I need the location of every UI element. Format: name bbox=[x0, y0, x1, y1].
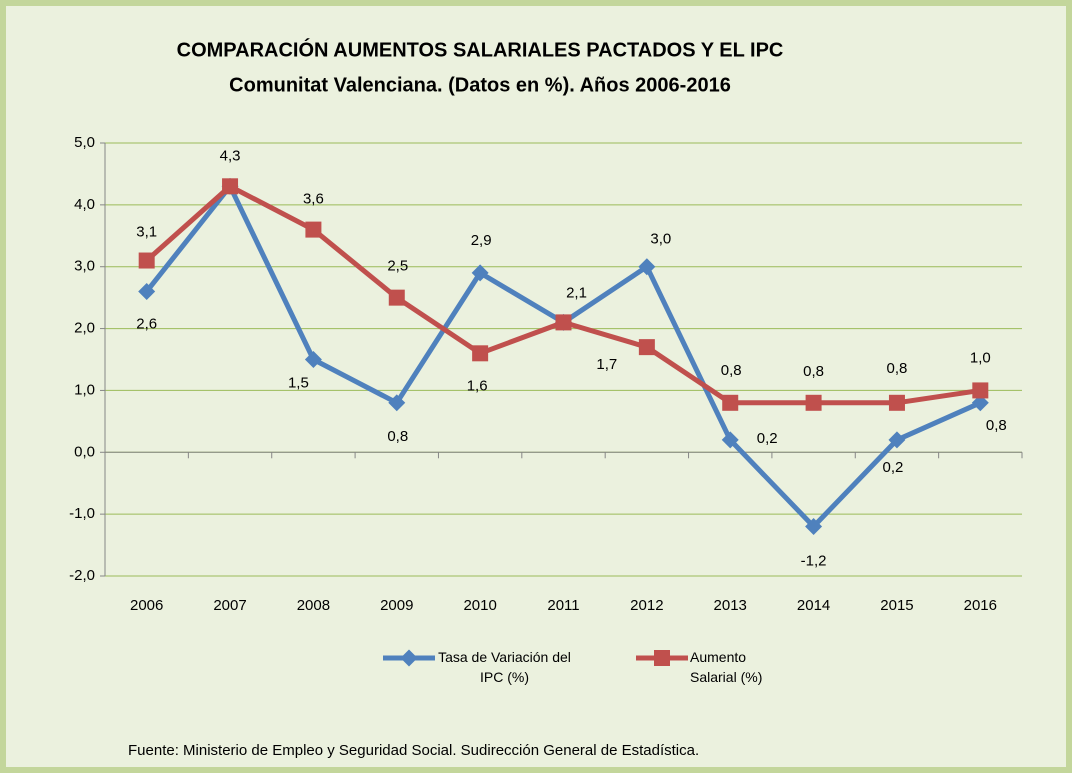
x-tick-label: 2008 bbox=[297, 597, 330, 614]
marker bbox=[888, 431, 906, 449]
marker bbox=[721, 431, 739, 449]
marker bbox=[888, 394, 905, 411]
data-label: 2,6 bbox=[136, 315, 157, 332]
marker bbox=[138, 252, 155, 269]
y-tick-label: 4,0 bbox=[74, 196, 95, 213]
y-tick-label: -1,0 bbox=[69, 505, 95, 522]
data-label: 0,8 bbox=[387, 428, 408, 445]
y-tick-label: -2,0 bbox=[69, 567, 95, 584]
data-label: 0,8 bbox=[986, 417, 1007, 434]
marker bbox=[138, 282, 156, 300]
x-tick-label: 2016 bbox=[964, 597, 997, 614]
x-tick-label: 2007 bbox=[213, 597, 246, 614]
marker bbox=[388, 394, 406, 412]
legend-marker bbox=[654, 650, 670, 666]
x-tick-label: 2012 bbox=[630, 597, 663, 614]
marker bbox=[805, 518, 823, 535]
marker bbox=[971, 394, 989, 412]
data-label: 0,8 bbox=[803, 363, 824, 380]
source: Fuente: Ministerio de Empleo y Seguridad… bbox=[128, 742, 699, 759]
marker bbox=[722, 394, 739, 411]
marker bbox=[972, 382, 989, 399]
data-label: 1,5 bbox=[288, 374, 309, 391]
y-tick-label: 0,0 bbox=[74, 443, 95, 460]
data-label: 0,2 bbox=[757, 430, 778, 447]
y-tick-label: 2,0 bbox=[74, 320, 95, 337]
data-label: 3,6 bbox=[303, 191, 324, 208]
marker bbox=[471, 264, 489, 282]
data-label: 4,3 bbox=[220, 147, 241, 164]
marker bbox=[555, 314, 572, 331]
x-tick-label: 2006 bbox=[130, 597, 163, 614]
marker bbox=[638, 258, 656, 276]
marker bbox=[472, 345, 489, 362]
x-tick-label: 2013 bbox=[714, 597, 747, 614]
legend-label: Aumento Salarial (%) bbox=[690, 649, 763, 685]
data-label: 2,9 bbox=[471, 232, 492, 249]
marker bbox=[638, 339, 655, 356]
chart-title: COMPARACIÓN AUMENTOS SALARIALES PACTADOS… bbox=[177, 37, 784, 61]
marker bbox=[805, 394, 822, 411]
x-tick-label: 2010 bbox=[463, 597, 496, 614]
data-label: 3,0 bbox=[650, 231, 671, 248]
legend-label: Tasa de Variación del IPC (%) bbox=[438, 649, 571, 685]
marker bbox=[305, 221, 322, 238]
data-label: 0,2 bbox=[883, 459, 904, 476]
y-tick-label: 1,0 bbox=[74, 381, 95, 398]
x-tick-label: 2015 bbox=[880, 597, 913, 614]
x-tick-label: 2014 bbox=[797, 597, 830, 614]
data-label: 0,8 bbox=[721, 362, 742, 379]
chart-subtitle: Comunitat Valenciana. (Datos en %). Años… bbox=[229, 74, 731, 96]
data-label: 2,1 bbox=[566, 284, 587, 301]
data-label: 1,7 bbox=[596, 356, 617, 373]
marker bbox=[304, 351, 322, 368]
data-label: 2,5 bbox=[387, 258, 408, 275]
x-tick-label: 2011 bbox=[547, 597, 579, 614]
data-label: 3,1 bbox=[136, 223, 157, 240]
data-label: 1,6 bbox=[467, 377, 488, 394]
y-tick-label: 5,0 bbox=[74, 134, 95, 151]
data-label: 0,8 bbox=[887, 360, 908, 377]
x-tick-label: 2009 bbox=[380, 597, 413, 614]
marker bbox=[222, 178, 239, 195]
data-label: -1,2 bbox=[801, 552, 827, 569]
data-label: 1,0 bbox=[970, 349, 991, 366]
legend-marker bbox=[400, 649, 418, 667]
marker bbox=[388, 289, 405, 306]
y-tick-label: 3,0 bbox=[74, 258, 95, 275]
